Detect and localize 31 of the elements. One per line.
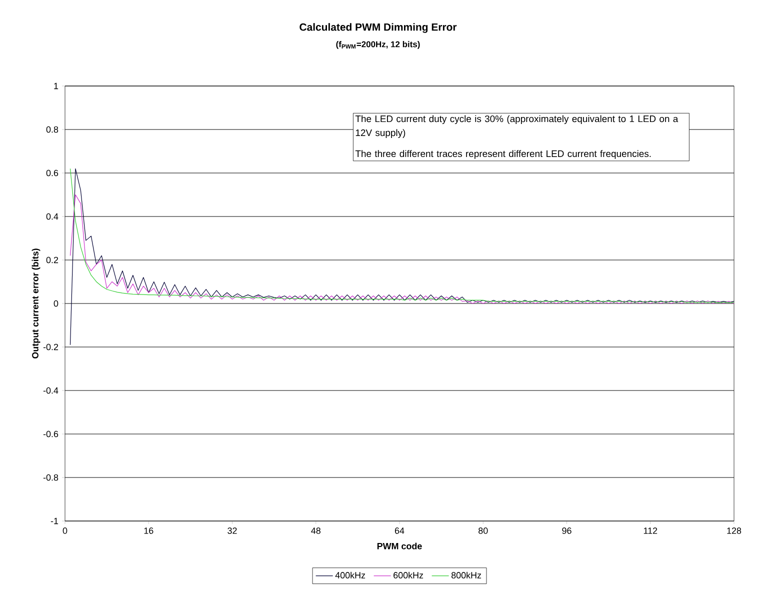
x-tick-label: 96 bbox=[562, 528, 572, 534]
y-tick-label: -0.4 bbox=[43, 387, 58, 394]
x-tick-label: 16 bbox=[144, 528, 154, 534]
y-tick-label: -1 bbox=[50, 518, 58, 524]
legend-label: 800kHz bbox=[451, 572, 482, 578]
y-tick-label: -0.6 bbox=[43, 430, 58, 438]
x-tick-label: 64 bbox=[394, 528, 404, 534]
x-axis-title: PWM code bbox=[377, 542, 422, 550]
y-tick-label: 0.4 bbox=[46, 213, 58, 220]
x-tick-label: 48 bbox=[311, 528, 320, 534]
line-series bbox=[70, 168, 734, 346]
y-tick-label: -0.8 bbox=[43, 474, 58, 481]
legend-label: 400kHz bbox=[335, 572, 366, 578]
x-tick-label: 32 bbox=[228, 528, 237, 534]
y-tick-label: 0.2 bbox=[46, 256, 58, 264]
x-tick-label: 0 bbox=[62, 528, 68, 534]
chart-subtitle: (f$_{PWM}$=200Hz, 12 bits) bbox=[336, 41, 420, 49]
x-tick-label: 128 bbox=[727, 528, 742, 534]
legend-label: 600kHz bbox=[394, 572, 424, 578]
annotation: The LED current duty cycle is 30% (approximately equivalent to 1 LED on a 12V supply) bbox=[355, 115, 678, 138]
annotation: The three different traces represent different LED current frequencies. bbox=[355, 150, 651, 159]
y-tick-label: 1 bbox=[54, 82, 58, 90]
chart-title: Calculated PWM Dimming Error bbox=[300, 23, 457, 33]
y-axis-title: Output current error (bits) bbox=[32, 248, 40, 358]
x-tick-label: 112 bbox=[644, 528, 658, 534]
y-tick-label: 0.6 bbox=[46, 170, 58, 176]
y-tick-label: 0.8 bbox=[46, 126, 58, 133]
x-tick-label: 80 bbox=[478, 528, 488, 534]
y-tick-label: 0 bbox=[54, 300, 58, 307]
y-tick-label: -0.2 bbox=[43, 344, 58, 350]
line-series bbox=[70, 194, 734, 304]
